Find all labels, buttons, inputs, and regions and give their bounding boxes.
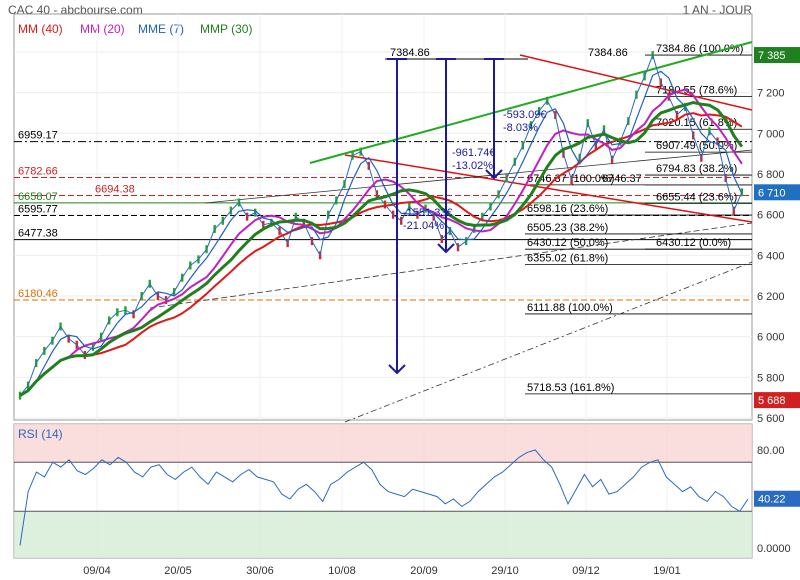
price-y-tick: 6 400 (757, 250, 785, 262)
trend-line-red (519, 54, 753, 111)
fib-label: 6355.02 (61.8%) (527, 252, 608, 264)
price-tag (754, 47, 800, 64)
fib-label: 5718.53 (161.8%) (527, 382, 614, 394)
x-tick-label: 20/09 (410, 565, 438, 577)
legend-mme7: MME (7) (138, 22, 184, 36)
arrow-drawdown-1-head (388, 364, 406, 375)
arrow-drawdown-2-head (437, 243, 455, 254)
mmp30-line (19, 100, 744, 397)
x-tick-label: 20/05 (164, 565, 192, 577)
level-label: 6658.07 (18, 191, 58, 203)
level-label: 6180.46 (18, 288, 58, 300)
fib-label: 7180.55 (78.6%) (656, 85, 737, 97)
level-label: 6782.66 (18, 166, 58, 178)
top-label: 7384.86 (390, 47, 430, 59)
fib-label: 6598.16 (23.6%) (527, 203, 608, 215)
x-tick-label: 09/12 (572, 565, 600, 577)
mme7-line (19, 70, 743, 397)
legend-mmp30: MMP (30) (200, 22, 253, 36)
price-tag (754, 184, 800, 201)
trend-line-thin (204, 149, 753, 204)
legend-mm40: MM (40) (18, 22, 63, 36)
drawdown-annotation: -961.74€ (452, 147, 495, 159)
drawdown-annotation-pct: -13.02% (452, 160, 493, 172)
x-tick-label: 19/01 (653, 565, 681, 577)
trend-line-dashed (149, 222, 753, 309)
price-tag-label: 7 385 (758, 50, 786, 62)
price-y-tick: 6 000 (757, 332, 785, 344)
drawdown-annotation-pct: -21.04% (403, 220, 444, 232)
level-label: 6595.77 (18, 204, 58, 216)
fib-label: 6505.23 (38.2%) (527, 222, 608, 234)
price-line (19, 53, 743, 396)
ma40-line (19, 112, 743, 397)
top-label: 7384.86 (588, 47, 628, 59)
price-y-tick: 7 200 (757, 88, 785, 100)
legend-mm20: MM (20) (80, 22, 125, 36)
rsi-title: RSI (14) (18, 427, 63, 441)
price-y-tick: 6 200 (757, 291, 785, 303)
price-y-tick: 5 800 (757, 372, 785, 384)
price-tag (754, 392, 800, 409)
fib-label: 7384.86 (100.0%) (656, 43, 743, 55)
price-y-tick: 7 000 (757, 128, 785, 140)
rsi-y-tick: 0.0000 (757, 543, 791, 555)
fib-label: 6746.37 (602, 173, 642, 185)
rsi-overbought-zone (14, 424, 752, 463)
fib-label: 6794.83 (38.2%) (656, 163, 737, 175)
drawdown-annotation: -593.09€ (503, 109, 546, 121)
fib-label: 6655.44 (23.6%) (656, 191, 737, 203)
level-label: 6477.38 (18, 228, 58, 240)
drawdown-annotation: -1551.33€ (403, 207, 453, 219)
price-candle (18, 391, 22, 400)
price-panel-frame (13, 13, 753, 421)
x-tick-label: 10/08 (328, 565, 356, 577)
rsi-value-label: 40.22 (758, 494, 786, 506)
arrow-drawdown-3-head (485, 169, 503, 180)
rsi-line (19, 449, 749, 546)
fib-label: 6430.12 (50.0%) (527, 237, 608, 249)
trend-line-red (344, 154, 753, 223)
drawdown-annotation-pct: -8.03% (503, 122, 538, 134)
fib-label: 6111.88 (100.0%) (527, 302, 613, 314)
price-tag-label: 6 710 (758, 187, 786, 199)
x-tick-label: 29/10 (491, 565, 519, 577)
fib-label: 6430.12 (0.0%) (656, 237, 731, 249)
x-tick-label: 09/04 (83, 565, 111, 577)
rsi-value-tag (754, 490, 800, 507)
trend-line-green (309, 41, 753, 164)
level-label: 6959.17 (18, 130, 58, 142)
trend-line-dashdot (344, 261, 753, 423)
rsi-oversold-zone (14, 511, 752, 558)
rsi-y-tick: 80.00 (757, 445, 785, 457)
price-tag-label: 5 688 (758, 395, 786, 407)
ma20-line (19, 88, 743, 397)
price-y-tick: 6 800 (757, 169, 785, 181)
price-y-tick: 5 600 (757, 413, 785, 425)
level-label: 6694.38 (95, 183, 135, 195)
price-y-tick: 6 600 (757, 210, 785, 222)
x-tick-label: 30/06 (246, 565, 274, 577)
